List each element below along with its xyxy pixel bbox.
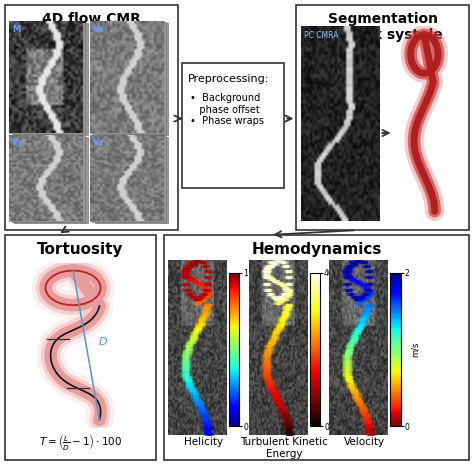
- Text: Tortuosity: Tortuosity: [37, 242, 124, 257]
- Bar: [90, 21, 164, 133]
- Bar: [182, 63, 284, 188]
- Text: 4D flow CMR: 4D flow CMR: [42, 12, 141, 26]
- Text: Vz: Vz: [93, 138, 104, 147]
- Bar: [9, 21, 83, 133]
- Text: Helicity: Helicity: [184, 437, 223, 447]
- Bar: [95, 137, 168, 223]
- Text: PC CMRA: PC CMRA: [304, 32, 338, 40]
- Bar: [164, 235, 469, 460]
- Bar: [90, 135, 164, 221]
- Text: •  Background
   phase offset
•  Phase wraps: • Background phase offset • Phase wraps: [190, 93, 264, 126]
- Text: Hemodynamics: Hemodynamics: [251, 242, 382, 257]
- Y-axis label: J/m³: J/m³: [340, 341, 349, 358]
- Bar: [92, 22, 166, 134]
- Bar: [14, 137, 88, 223]
- Text: $T = \left(\frac{L}{D} - 1\right) \cdot 100$: $T = \left(\frac{L}{D} - 1\right) \cdot …: [39, 432, 122, 452]
- Text: Vx: Vx: [93, 26, 105, 34]
- Bar: [12, 136, 85, 222]
- Bar: [14, 23, 88, 135]
- Bar: [95, 23, 168, 135]
- Text: Segmentation
at peak systole: Segmentation at peak systole: [323, 12, 443, 42]
- Text: M: M: [12, 26, 21, 34]
- Bar: [296, 5, 469, 230]
- Bar: [12, 22, 85, 134]
- Text: Velocity: Velocity: [345, 437, 385, 447]
- Text: D: D: [99, 337, 107, 347]
- Bar: [92, 136, 166, 222]
- Bar: [5, 235, 156, 460]
- Bar: [5, 5, 178, 230]
- Y-axis label: m/s: m/s: [411, 342, 420, 357]
- Bar: [9, 135, 83, 221]
- Text: Preprocessing:: Preprocessing:: [188, 74, 270, 85]
- Text: Turbulent Kinetic
Energy: Turbulent Kinetic Energy: [240, 437, 328, 458]
- Text: Vy: Vy: [12, 138, 25, 147]
